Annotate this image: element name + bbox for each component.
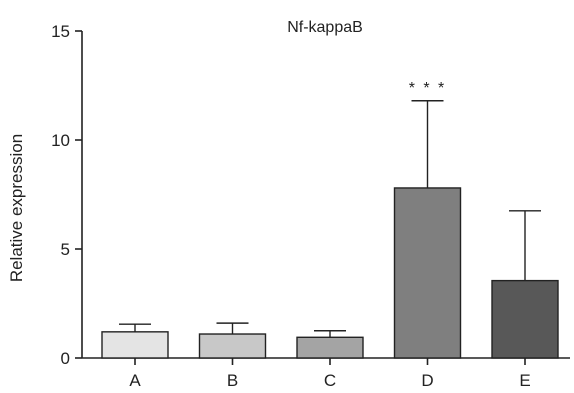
bar-e xyxy=(491,279,559,359)
bar-d xyxy=(393,187,462,359)
x-tick-label-a: A xyxy=(129,371,141,390)
bar-a xyxy=(101,331,169,359)
bar-c xyxy=(296,336,364,359)
x-tick-label-c: C xyxy=(324,371,336,390)
x-tick-label-b: B xyxy=(227,371,238,390)
plot-area: 0 5 10 15 A B C D E * * * xyxy=(51,22,570,390)
y-tick-label: 0 xyxy=(61,349,70,368)
y-axis-label: Relative expression xyxy=(7,134,26,282)
x-tick-label-e: E xyxy=(519,371,530,390)
y-tick-label: 5 xyxy=(61,240,70,259)
y-tick-label: 10 xyxy=(51,131,70,150)
significance-marker: * * * xyxy=(409,80,447,97)
chart-title: Nf-kappaB xyxy=(287,19,363,36)
x-tick-label-d: D xyxy=(421,371,433,390)
y-tick-label: 15 xyxy=(51,22,70,41)
bar-b xyxy=(198,333,267,359)
